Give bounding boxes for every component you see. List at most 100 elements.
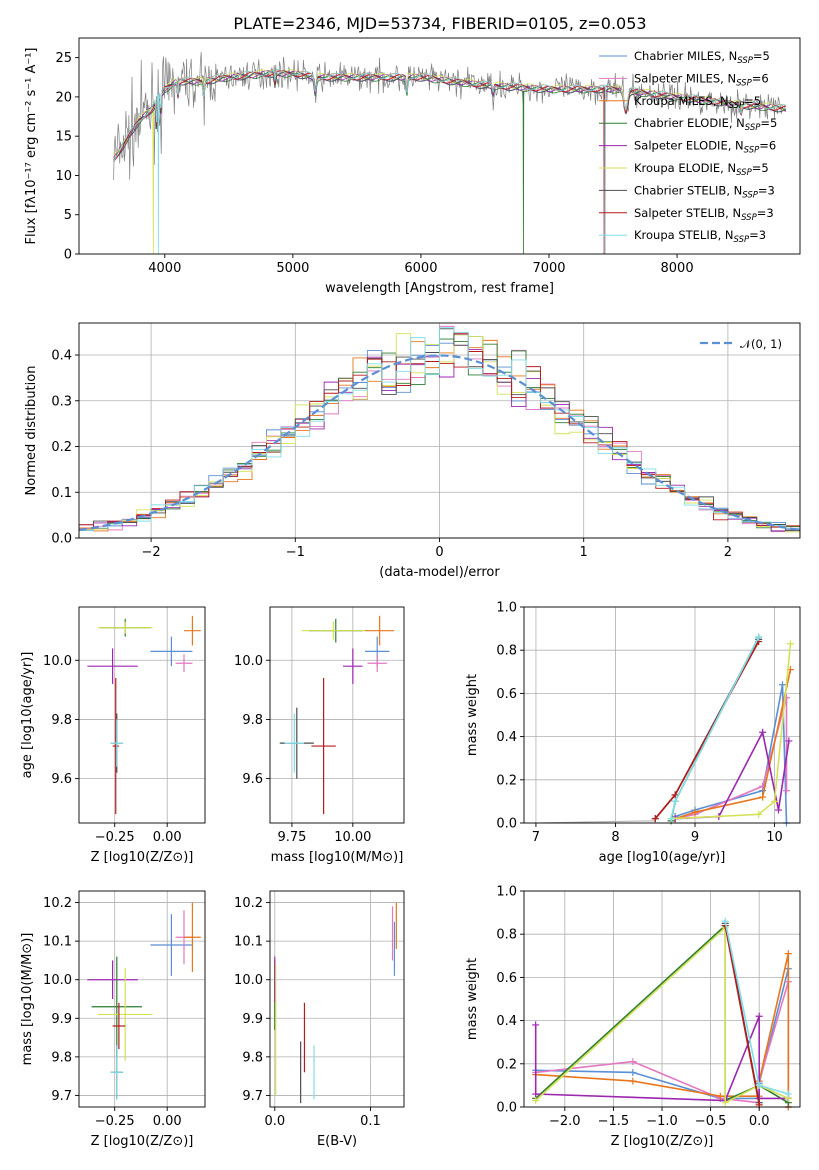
errorbar-kroupa-miles	[184, 902, 201, 972]
errorbar-chabrier-miles	[150, 914, 193, 976]
histogram-panel: −2 −1 0 1 2 0.0 0.1 0.2 0.3 0.4 (data-model)/error…	[24, 322, 801, 580]
weight-marker	[629, 1068, 637, 1076]
histogram-kroupa-stelib	[79, 327, 800, 534]
legend-label: Kroupa ELODIE, NSSP=5	[634, 161, 769, 178]
legend-label: Kroupa MILES, NSSP=5	[634, 94, 761, 111]
x-tick-label: 10.00	[334, 830, 371, 845]
x-tick-label: 7000	[532, 261, 565, 276]
y-axis-label: age [log10(age/yr)]	[20, 652, 35, 779]
x-tick-label: 9	[691, 830, 699, 845]
weight-marker	[532, 1021, 540, 1029]
spectrum-legend: Chabrier MILES, NSSP=5 Salpeter MILES, NS…	[599, 49, 777, 245]
errorbar-salpeter-elodie	[343, 648, 363, 684]
weight-series-salpeter-elodie	[532, 1012, 792, 1105]
weight-marker	[629, 1058, 637, 1066]
errorbar-chabrier-miles	[150, 636, 193, 667]
axes-frame	[78, 890, 206, 1108]
y-tick-label: 0.0	[496, 1101, 517, 1116]
x-axis-label: Z [log10(Z/Z⊙)]	[611, 1134, 714, 1149]
age-vs-mass-panel: 9.75 10.00 9.6 9.8 10.0 mass [log10(M/M⊙)]	[234, 606, 405, 865]
y-tick-label: 9.8	[242, 1050, 263, 1065]
axes-frame	[78, 606, 206, 824]
axes-frame	[269, 890, 405, 1108]
weight-marker	[786, 640, 794, 648]
errorbar-kroupa-stelib	[110, 1045, 124, 1100]
age-vs-Z-panel: −0.25 0.00 9.6 9.8 10.0 Z [log10(Z/Z⊙)] age [l…	[20, 606, 206, 865]
weight-marker	[784, 1090, 792, 1098]
y-tick-label: 9.8	[242, 713, 263, 728]
legend-label: Salpeter STELIB, NSSP=3	[634, 206, 774, 223]
errorbar-chabrier-elodie	[91, 956, 142, 1057]
y-tick-label: 9.6	[51, 772, 72, 787]
y-tick-label: 0.8	[496, 928, 517, 943]
x-tick-label: 8000	[661, 261, 694, 276]
x-axis-label: Z [log10(Z/Z⊙)]	[91, 850, 194, 865]
x-tick-label: 0.0	[264, 1114, 285, 1129]
x-tick-label: 0.00	[153, 830, 182, 845]
x-tick-label: 0.1	[360, 1114, 381, 1129]
y-tick-label: 9.8	[51, 713, 72, 728]
weight-marker	[721, 1099, 729, 1107]
y-tick-label: 0.6	[496, 971, 517, 986]
normal-curve	[79, 354, 800, 532]
errorbar-kroupa-stelib	[110, 719, 124, 767]
weight-marker	[671, 797, 679, 805]
y-tick-label: 9.9	[51, 1012, 72, 1027]
y-tick-label: 1.0	[496, 601, 517, 616]
weight-marker	[532, 1097, 540, 1105]
model-spectrum-salpeter-stelib	[113, 70, 786, 254]
y-tick-label: 10.1	[234, 935, 263, 950]
y-tick-label: 10.0	[234, 654, 263, 669]
mass-weight-vs-age-panel: 7 8 9 10 0.0 0.2 0.4 0.6 0.8 1.0 age [log10(age/yr…	[465, 601, 801, 865]
y-tick-label: 9.7	[242, 1089, 263, 1104]
errorbar-salpeter-elodie	[87, 648, 138, 684]
y-axis-label: mass weight	[465, 674, 480, 756]
y-tick-label: 10.0	[43, 973, 72, 988]
x-tick-label: 6000	[404, 261, 437, 276]
y-axis-label: mass weight	[465, 958, 480, 1040]
y-tick-label: 0.2	[496, 773, 517, 788]
legend-label: Kroupa STELIB, NSSP=3	[634, 228, 766, 245]
weight-marker	[755, 810, 763, 818]
y-tick-label: 0.4	[51, 349, 72, 364]
weight-line	[674, 669, 792, 820]
weight-line	[534, 1016, 789, 1102]
y-tick-label: 0.6	[496, 687, 517, 702]
histogram-plot-area	[79, 325, 800, 537]
x-axis-label: E(B-V)	[317, 1134, 357, 1149]
weight-marker	[691, 808, 699, 816]
y-tick-label: 5	[64, 208, 72, 223]
errorbar-kroupa-miles	[184, 615, 201, 646]
y-tick-label: 20	[55, 90, 72, 105]
errorbar-kroupa-stelib	[284, 713, 305, 773]
errorbar-kroupa-elodie	[301, 621, 366, 640]
y-tick-label: 10.0	[234, 973, 263, 988]
axes-frame	[269, 606, 405, 824]
weight-line	[724, 925, 760, 1105]
mass-vs-EBV-panel: 0.0 0.1 9.7 9.8 9.9 10.0 10.1 10.2 E(B-V)	[234, 890, 405, 1149]
x-tick-label: 8	[611, 830, 619, 845]
x-tick-label: −0.25	[95, 830, 135, 845]
y-axis-label: Flux [fλ10⁻¹⁷ erg cm⁻² s⁻¹ A⁻¹]	[24, 48, 39, 245]
y-tick-label: 0.0	[496, 817, 517, 832]
spectrum-plot-area	[113, 52, 787, 254]
weight-marker	[755, 633, 763, 641]
x-tick-label: 5000	[276, 261, 309, 276]
errorbar-salpeter-elodie	[87, 960, 138, 999]
legend-label: Salpeter MILES, NSSP=6	[634, 71, 769, 88]
weight-marker	[771, 797, 779, 805]
x-tick-label: 10	[766, 830, 783, 845]
x-tick-label: 0.0	[749, 1114, 770, 1129]
weight-marker	[784, 950, 792, 958]
y-tick-label: 10	[55, 169, 72, 184]
y-tick-label: 0.2	[496, 1057, 517, 1072]
x-tick-label: −2.0	[549, 1114, 581, 1129]
weight-marker	[755, 1012, 763, 1020]
y-tick-label: 10.2	[234, 896, 263, 911]
weight-marker	[667, 815, 675, 823]
x-axis-label: (data-model)/error	[379, 565, 500, 580]
y-tick-label: 10.1	[43, 935, 72, 950]
x-tick-label: 1	[580, 545, 588, 560]
errorbar-salpeter-stelib	[112, 1002, 126, 1050]
x-axis-label: mass [log10(M/M⊙)]	[271, 850, 404, 865]
